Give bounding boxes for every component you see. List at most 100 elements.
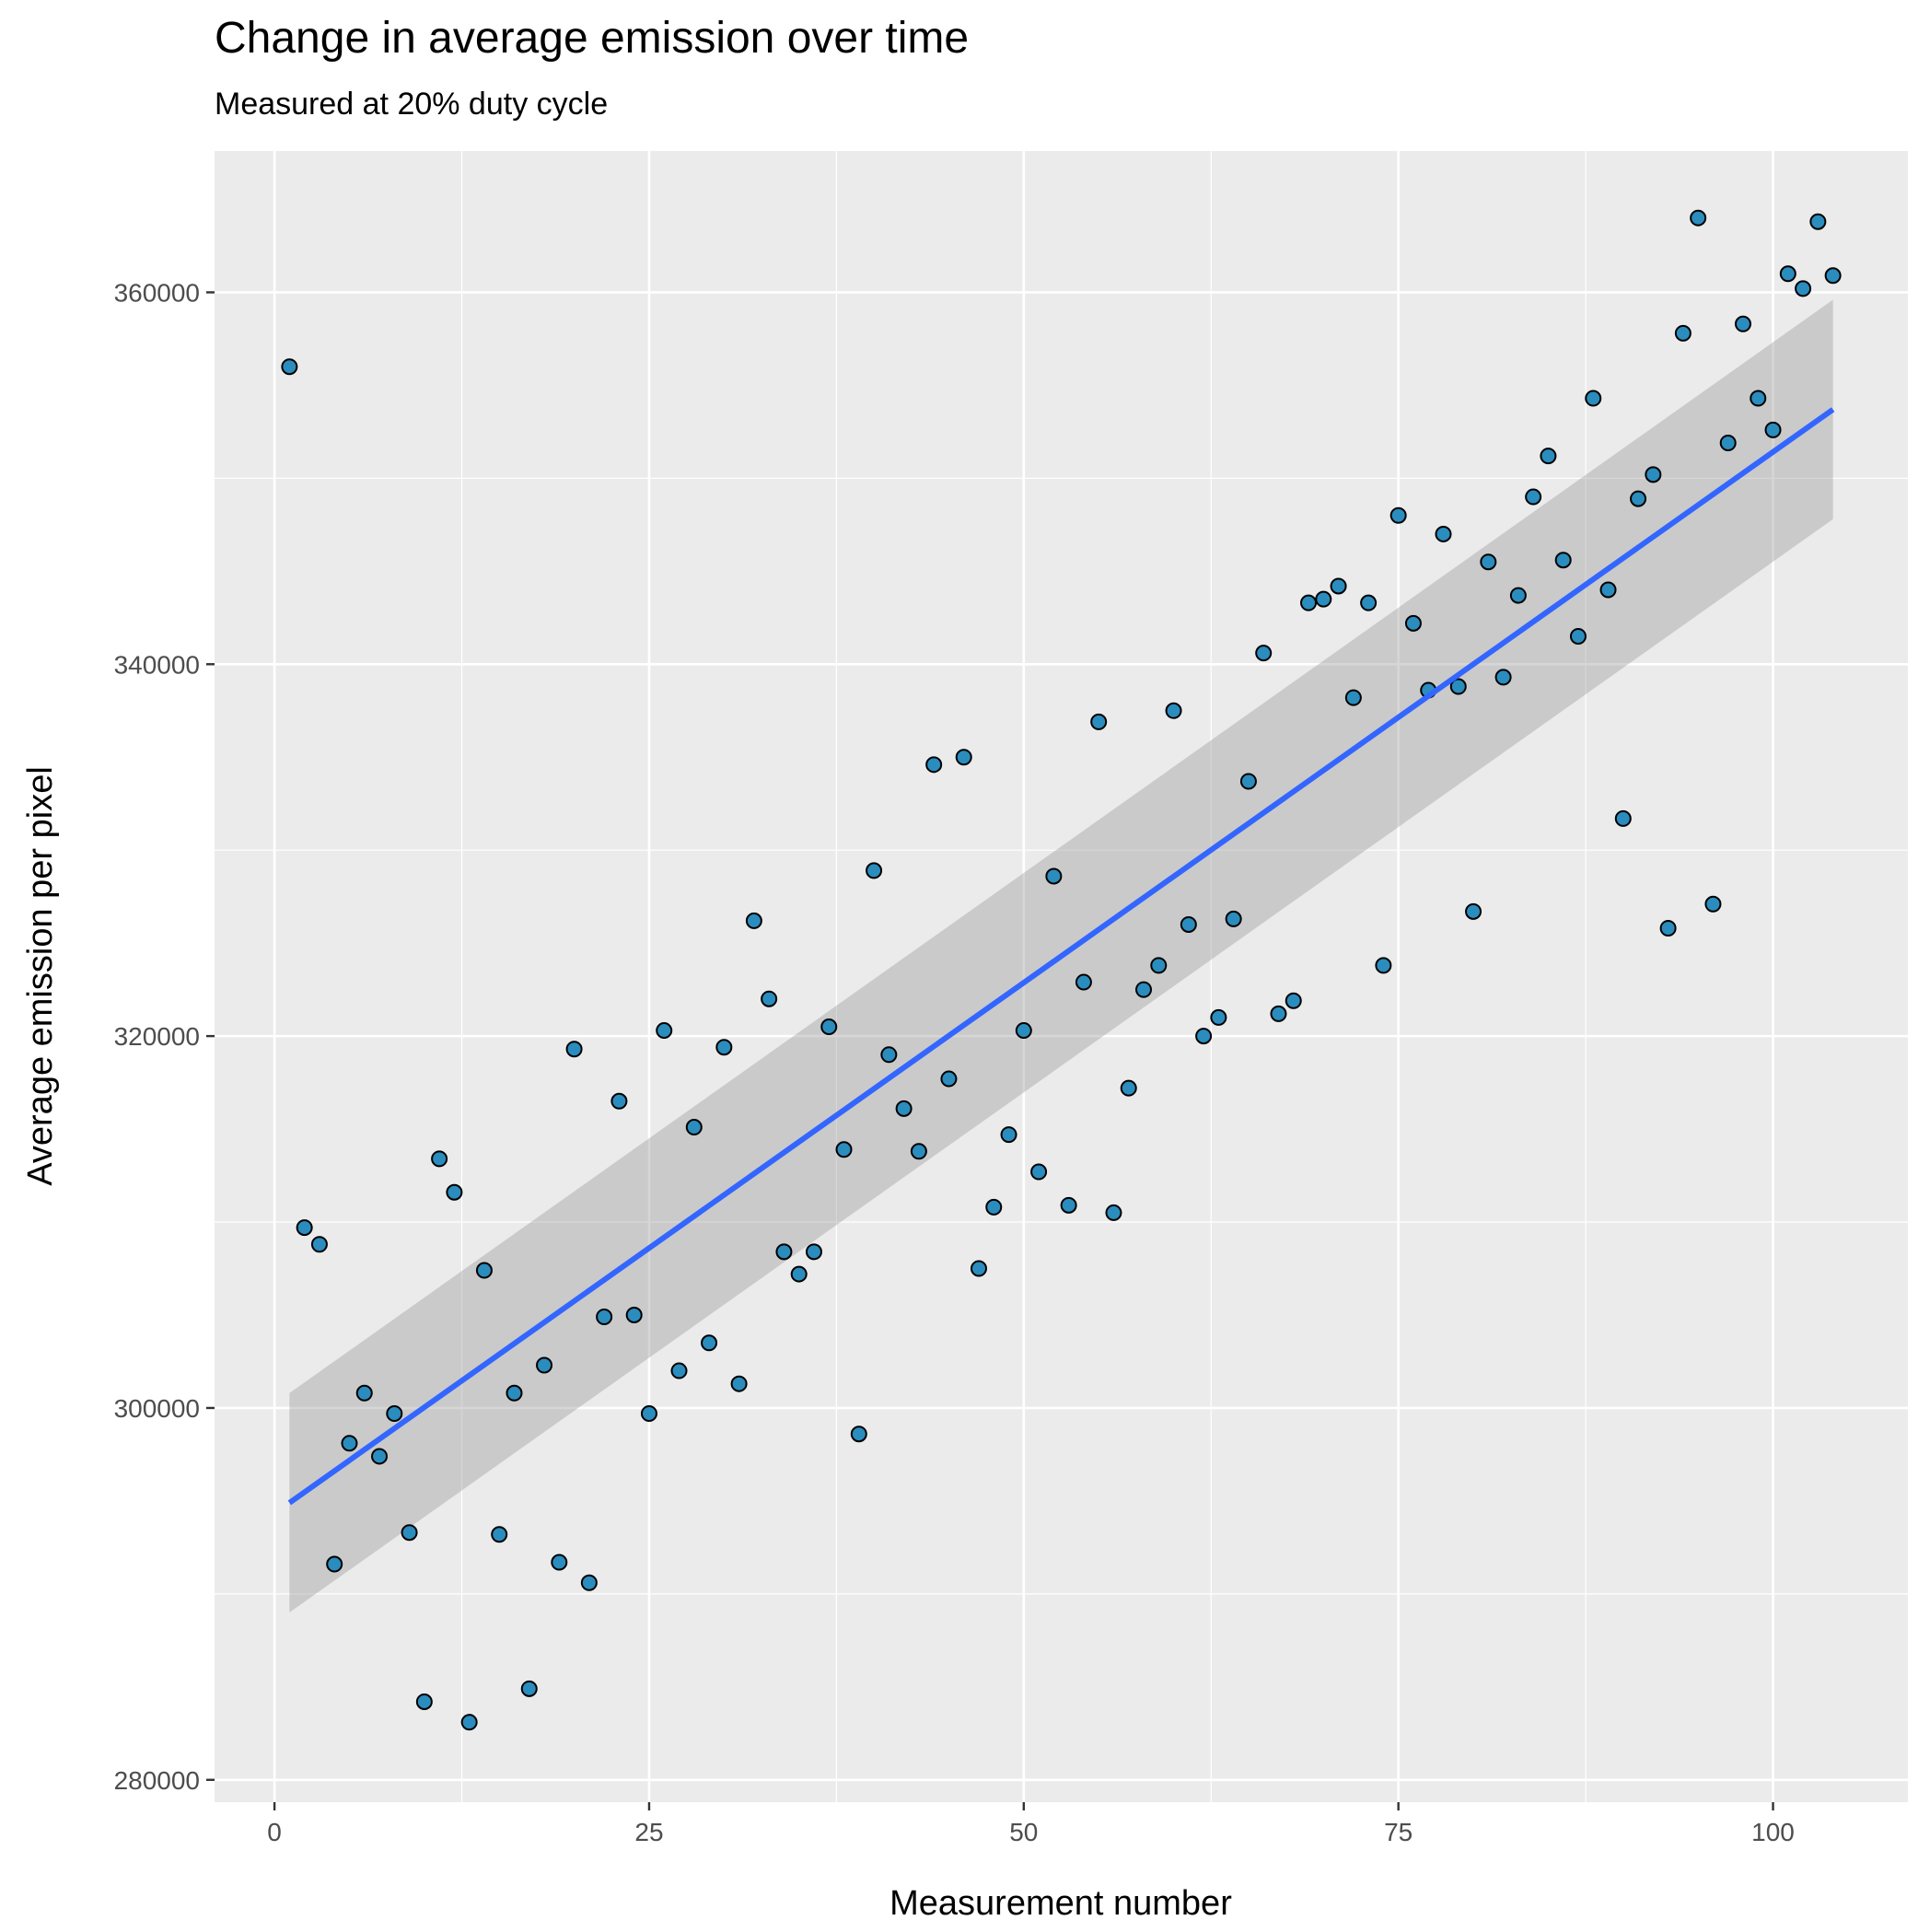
data-points <box>281 209 1842 1731</box>
data-point <box>1285 992 1302 1009</box>
data-point <box>790 1265 808 1283</box>
chart-title: Change in average emission over time <box>215 14 970 63</box>
data-point <box>1000 1126 1017 1144</box>
x-tick-label: 75 <box>1384 1818 1413 1846</box>
data-point <box>670 1362 688 1379</box>
data-point <box>520 1680 538 1697</box>
data-point <box>1779 265 1796 283</box>
data-point <box>1734 315 1751 332</box>
data-point <box>685 1119 703 1136</box>
data-point <box>1330 577 1347 595</box>
data-point <box>1135 981 1153 998</box>
data-point <box>1659 920 1677 937</box>
y-axis-title: Average emission per pixel <box>21 766 60 1186</box>
data-point <box>1090 713 1108 730</box>
data-point <box>1375 957 1392 974</box>
data-point <box>715 1039 733 1056</box>
y-tick-label: 300000 <box>114 1394 200 1423</box>
x-axis-title: Measurement number <box>889 1884 1232 1923</box>
data-point <box>775 1243 793 1261</box>
data-point <box>1150 957 1168 974</box>
data-point <box>1030 1163 1048 1181</box>
data-point <box>1435 525 1452 542</box>
data-point <box>1494 669 1512 686</box>
data-point <box>1060 1196 1077 1214</box>
y-tick-label: 340000 <box>114 650 200 679</box>
data-point <box>820 1018 838 1036</box>
axis-ticks: 0 25 50 75 100 280000 300000 320000 340000 360000 <box>114 278 1795 1846</box>
data-point <box>431 1150 448 1168</box>
data-point <box>281 358 298 376</box>
data-point <box>1300 594 1318 611</box>
data-point <box>745 912 762 929</box>
data-point <box>1255 645 1273 662</box>
data-point <box>565 1041 583 1058</box>
data-point <box>446 1183 463 1201</box>
data-point <box>925 756 943 774</box>
data-point <box>401 1524 418 1542</box>
data-point <box>1585 390 1602 407</box>
data-point <box>970 1260 987 1277</box>
data-point <box>1449 678 1467 695</box>
data-point <box>1120 1079 1137 1097</box>
data-point <box>1540 448 1557 465</box>
data-point <box>1614 809 1632 827</box>
data-point <box>1690 209 1707 227</box>
data-point <box>460 1714 478 1731</box>
data-point <box>1075 973 1092 991</box>
data-point <box>536 1356 553 1374</box>
data-point <box>1674 324 1692 342</box>
data-point <box>1645 466 1662 483</box>
data-point <box>1525 488 1542 506</box>
x-tick-label: 50 <box>1009 1818 1038 1846</box>
data-point <box>1389 506 1407 524</box>
data-point <box>1195 1028 1213 1045</box>
data-point <box>580 1574 598 1591</box>
data-point <box>640 1404 657 1422</box>
data-point <box>371 1448 389 1465</box>
data-point <box>355 1384 373 1402</box>
data-point <box>1795 280 1812 297</box>
data-point <box>326 1555 343 1573</box>
data-point <box>730 1375 748 1392</box>
data-point <box>955 749 972 766</box>
data-point <box>1239 773 1257 790</box>
data-point <box>1180 915 1197 933</box>
data-point <box>551 1554 568 1571</box>
data-point <box>610 1092 628 1110</box>
data-point <box>625 1306 643 1323</box>
data-point <box>1315 590 1332 608</box>
data-point <box>1344 689 1362 706</box>
data-point <box>1824 267 1842 285</box>
data-point <box>1360 594 1378 611</box>
data-point <box>1210 1008 1227 1026</box>
y-tick-label: 280000 <box>114 1766 200 1795</box>
y-tick-label: 360000 <box>114 278 200 307</box>
data-point <box>805 1243 822 1261</box>
data-point <box>880 1046 898 1064</box>
data-point <box>1465 902 1482 920</box>
data-point <box>1225 910 1242 927</box>
x-tick-label: 100 <box>1751 1818 1795 1846</box>
data-point <box>761 990 778 1007</box>
data-point <box>910 1143 927 1160</box>
data-point <box>1599 581 1617 599</box>
data-point <box>1045 867 1063 885</box>
data-point <box>850 1426 867 1443</box>
data-point <box>895 1100 913 1117</box>
data-point <box>1569 627 1587 645</box>
data-point <box>1764 421 1782 438</box>
data-point <box>475 1262 493 1279</box>
data-point <box>1704 895 1722 913</box>
data-point <box>1105 1204 1122 1221</box>
data-point <box>866 862 883 879</box>
data-point <box>1165 702 1182 719</box>
data-point <box>1630 490 1647 507</box>
grid-lines <box>215 151 1908 1802</box>
data-point <box>1509 587 1527 604</box>
x-tick-label: 25 <box>634 1818 663 1846</box>
regression-line <box>287 407 1835 1506</box>
data-point <box>491 1526 508 1543</box>
data-point <box>940 1070 958 1088</box>
